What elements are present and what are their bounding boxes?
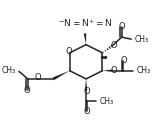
Text: CH₃: CH₃ [136, 66, 150, 75]
Text: O: O [110, 41, 117, 50]
Text: CH₃: CH₃ [135, 35, 149, 44]
Polygon shape [53, 71, 70, 80]
Text: O: O [83, 87, 90, 96]
Text: O: O [120, 56, 127, 65]
Text: O: O [119, 22, 125, 31]
Polygon shape [84, 33, 86, 45]
Text: O: O [24, 86, 30, 95]
Text: CH₃: CH₃ [2, 66, 16, 74]
Polygon shape [103, 69, 113, 72]
Text: O: O [34, 73, 41, 82]
Text: $^{-}$N$=$N$^{+}$$=$N: $^{-}$N$=$N$^{+}$$=$N [58, 18, 112, 29]
Text: CH₃: CH₃ [99, 97, 113, 106]
Polygon shape [85, 79, 87, 91]
Text: O: O [110, 66, 117, 75]
Text: O: O [65, 47, 72, 56]
Text: O: O [83, 107, 90, 116]
